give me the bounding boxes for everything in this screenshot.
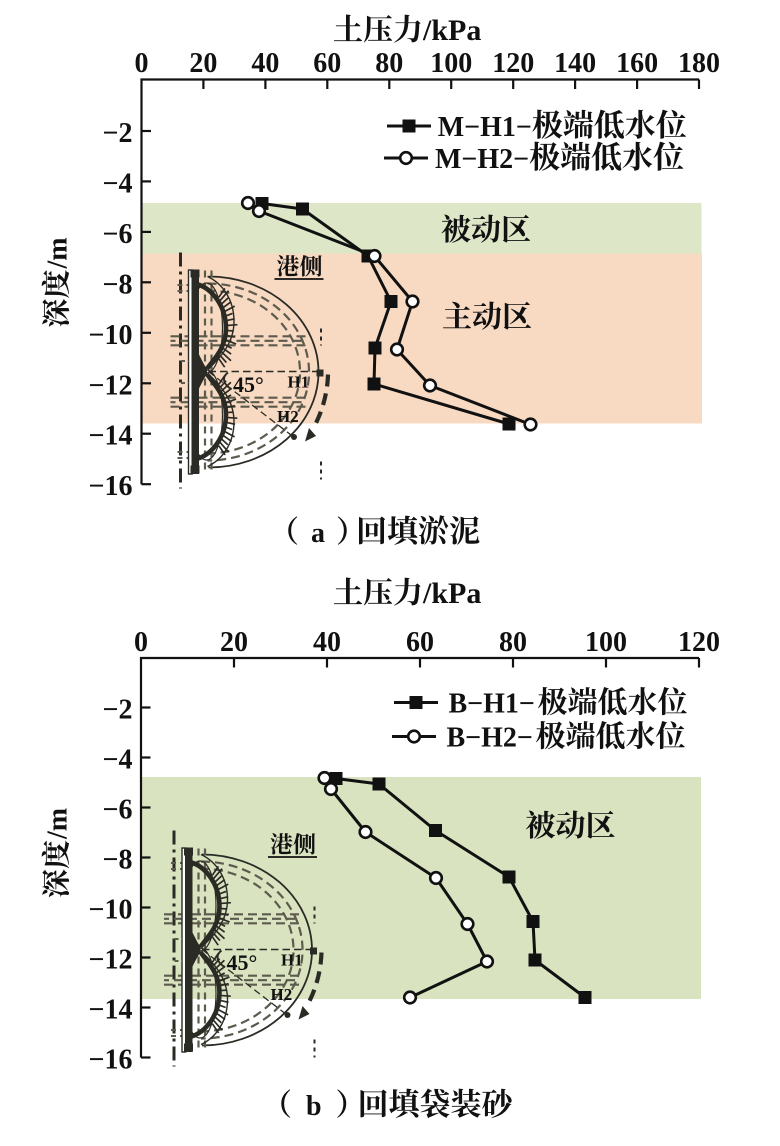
svg-text:120: 120 (678, 627, 720, 658)
svg-text:−8: −8 (103, 269, 133, 300)
svg-text:60: 60 (313, 48, 341, 79)
svg-text:B−H2−: B−H2− (447, 723, 533, 754)
svg-text:−10: −10 (89, 320, 133, 351)
svg-text:−6: −6 (103, 795, 133, 826)
svg-text:160: 160 (616, 48, 658, 79)
svg-text:/m: /m (43, 237, 74, 269)
svg-text:−8: −8 (103, 845, 133, 876)
svg-text:B−H1−: B−H1− (449, 689, 535, 720)
svg-text:−12: −12 (89, 945, 133, 976)
svg-text:40: 40 (251, 48, 279, 79)
svg-text:a: a (311, 518, 325, 549)
svg-text:−6: −6 (103, 219, 133, 250)
svg-text:/kPa: /kPa (422, 577, 481, 610)
svg-text:−16: −16 (89, 471, 133, 502)
svg-text:−10: −10 (89, 895, 133, 926)
svg-text:−4: −4 (103, 745, 133, 776)
svg-text:20: 20 (220, 627, 248, 658)
svg-text:H2: H2 (277, 407, 299, 426)
svg-text:20: 20 (189, 48, 217, 79)
svg-text:180: 180 (678, 48, 720, 79)
svg-text:−14: −14 (89, 421, 133, 452)
svg-text:40: 40 (313, 627, 341, 658)
svg-text:/m: /m (43, 808, 74, 840)
svg-text:−4: −4 (103, 168, 133, 199)
svg-text:b: b (306, 1091, 322, 1122)
svg-text:45°: 45° (227, 950, 258, 975)
svg-text:M−H1−: M−H1− (438, 112, 532, 143)
svg-text:−2: −2 (103, 118, 133, 149)
svg-text:H1: H1 (288, 373, 310, 392)
svg-text:M−H2−: M−H2− (435, 144, 529, 175)
svg-text:0: 0 (135, 48, 149, 79)
svg-text:120: 120 (492, 48, 534, 79)
svg-text:−2: −2 (103, 695, 133, 726)
svg-text:60: 60 (406, 627, 434, 658)
svg-text:45°: 45° (233, 372, 264, 397)
svg-text:H1: H1 (281, 951, 303, 970)
svg-text:140: 140 (554, 48, 596, 79)
svg-text:80: 80 (375, 48, 403, 79)
svg-text:80: 80 (499, 627, 527, 658)
svg-text:−12: −12 (89, 370, 133, 401)
svg-text:−16: −16 (89, 1045, 133, 1076)
svg-text:−14: −14 (89, 995, 133, 1026)
svg-text:H2: H2 (271, 985, 293, 1004)
svg-text:100: 100 (430, 48, 472, 79)
svg-text:0: 0 (134, 627, 148, 658)
svg-text:100: 100 (585, 627, 627, 658)
svg-text:/kPa: /kPa (422, 14, 481, 47)
